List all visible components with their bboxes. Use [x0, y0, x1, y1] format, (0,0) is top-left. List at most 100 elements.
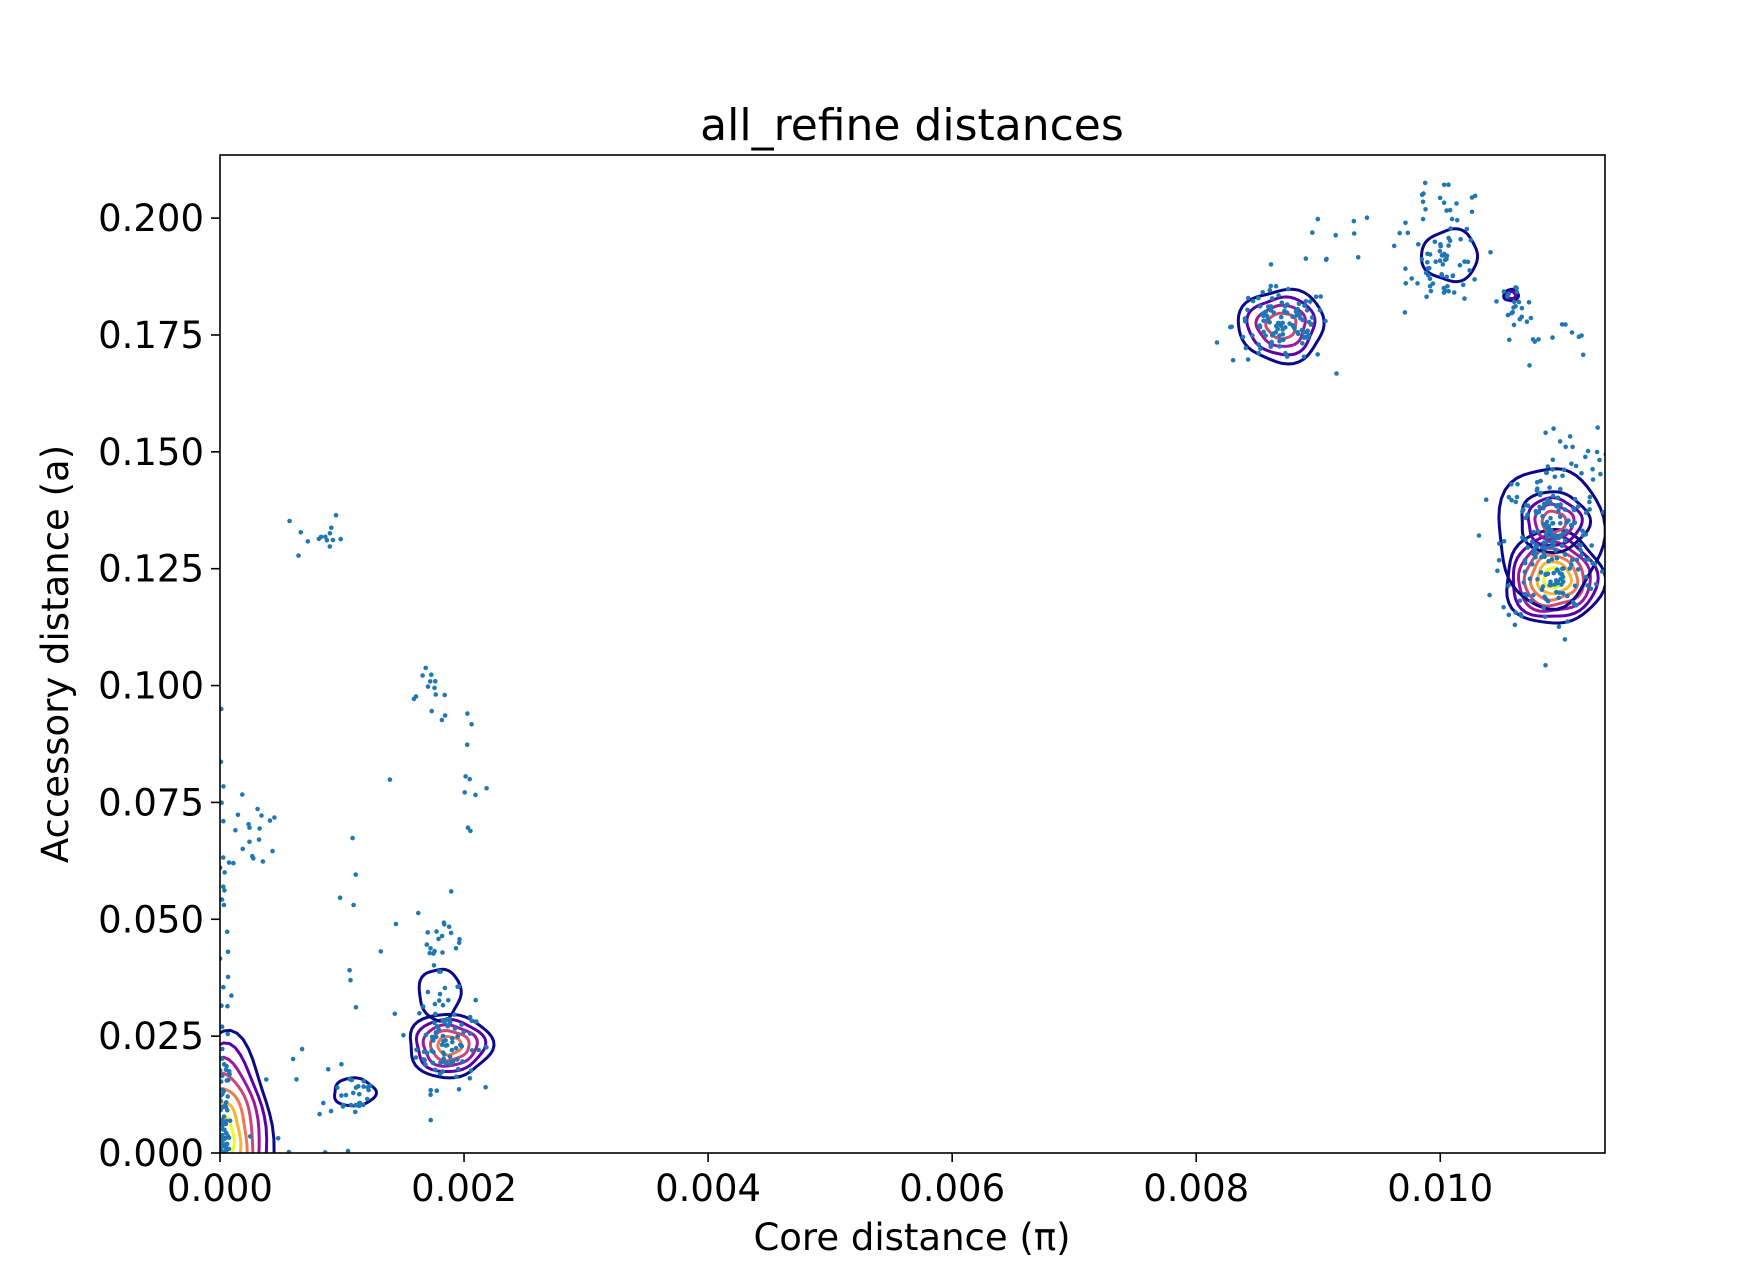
- data-point: [1541, 605, 1546, 611]
- data-point: [1542, 594, 1547, 599]
- data-point: [1403, 266, 1408, 272]
- data-point: [1545, 497, 1550, 502]
- data-point: [1268, 283, 1274, 289]
- data-point: [467, 1031, 473, 1036]
- data-point: [465, 825, 471, 830]
- data-point: [1512, 622, 1518, 628]
- data-point: [1557, 514, 1563, 519]
- data-point: [1300, 341, 1305, 346]
- data-point: [414, 1047, 419, 1053]
- data-point: [1351, 218, 1357, 224]
- data-point: [255, 806, 260, 812]
- data-point: [1514, 289, 1520, 295]
- data-point: [1300, 317, 1305, 323]
- data-point: [349, 1077, 355, 1083]
- data-point: [1594, 449, 1600, 455]
- data-point: [1280, 332, 1286, 337]
- data-point: [1428, 288, 1434, 294]
- y-tick-label: 0.200: [98, 197, 204, 240]
- data-point: [353, 1005, 359, 1010]
- data-point: [1599, 569, 1605, 574]
- data-point: [327, 544, 333, 549]
- data-point: [220, 855, 226, 860]
- data-point: [1309, 315, 1315, 320]
- data-point: [1564, 528, 1569, 534]
- data-point: [1290, 314, 1295, 320]
- data-point: [1560, 473, 1565, 479]
- data-point: [1549, 540, 1555, 545]
- data-point: [440, 1002, 446, 1008]
- data-point: [1462, 296, 1467, 301]
- data-point: [224, 1078, 230, 1083]
- data-point: [240, 792, 245, 797]
- data-point: [476, 1047, 482, 1053]
- y-tick-label: 0.075: [98, 781, 204, 824]
- data-point: [1284, 302, 1290, 307]
- data-point: [433, 1011, 438, 1017]
- data-point: [1556, 595, 1561, 601]
- data-point: [348, 977, 353, 983]
- contour-line: [220, 1071, 255, 1153]
- data-point: [1558, 502, 1563, 507]
- data-point: [436, 998, 442, 1003]
- data-point: [338, 536, 344, 542]
- data-point: [1446, 289, 1451, 294]
- data-point: [427, 679, 433, 684]
- data-point: [1513, 304, 1518, 309]
- data-point: [353, 872, 359, 877]
- data-point: [224, 1141, 230, 1147]
- data-point: [1559, 582, 1564, 587]
- contour-line: [1254, 303, 1307, 348]
- data-point: [461, 1029, 467, 1035]
- data-point: [1517, 317, 1523, 322]
- data-point: [455, 1057, 460, 1062]
- data-point: [1501, 605, 1506, 610]
- data-point: [351, 1090, 356, 1096]
- data-point: [431, 963, 437, 968]
- x-axis-ticks: 0.000 0.002 0.004 0.006 0.008 0.010: [167, 1153, 1493, 1210]
- data-point: [1531, 529, 1536, 535]
- data-point: [222, 870, 227, 875]
- data-point: [1556, 624, 1562, 629]
- data-point: [1277, 338, 1282, 344]
- data-point: [1519, 305, 1525, 311]
- data-point: [1267, 320, 1272, 325]
- x-tick-label: 0.010: [1387, 1167, 1493, 1210]
- y-tick-label: 0.175: [98, 314, 204, 357]
- data-point: [1593, 581, 1599, 587]
- data-point: [421, 1049, 427, 1054]
- data-point: [1245, 307, 1250, 313]
- data-point: [1590, 466, 1595, 472]
- data-point: [378, 949, 384, 954]
- data-point: [1301, 354, 1307, 360]
- data-point: [1574, 557, 1580, 563]
- data-point: [1260, 311, 1265, 317]
- data-point: [1269, 296, 1275, 301]
- data-point: [220, 1056, 225, 1061]
- data-point: [222, 1120, 227, 1126]
- data-point: [1250, 298, 1256, 304]
- data-point: [1575, 567, 1581, 572]
- data-point: [1546, 524, 1552, 529]
- data-point: [221, 1137, 226, 1142]
- data-point: [1534, 488, 1540, 493]
- data-point: [1575, 504, 1581, 509]
- contour-line: [1264, 311, 1298, 341]
- data-point: [1579, 552, 1584, 558]
- data-point: [224, 1130, 229, 1136]
- data-point: [456, 940, 462, 946]
- data-point: [1558, 486, 1563, 492]
- data-point: [442, 985, 448, 991]
- contour-line: [220, 1101, 243, 1153]
- data-point: [1545, 464, 1551, 469]
- data-point: [327, 531, 333, 536]
- data-point: [1439, 272, 1444, 277]
- data-point: [257, 826, 262, 831]
- data-point: [1506, 494, 1512, 500]
- data-point: [1527, 576, 1533, 581]
- data-point: [335, 1085, 340, 1090]
- data-point: [247, 825, 252, 830]
- data-point: [434, 1088, 440, 1093]
- data-point: [240, 846, 245, 852]
- data-point: [1554, 568, 1560, 573]
